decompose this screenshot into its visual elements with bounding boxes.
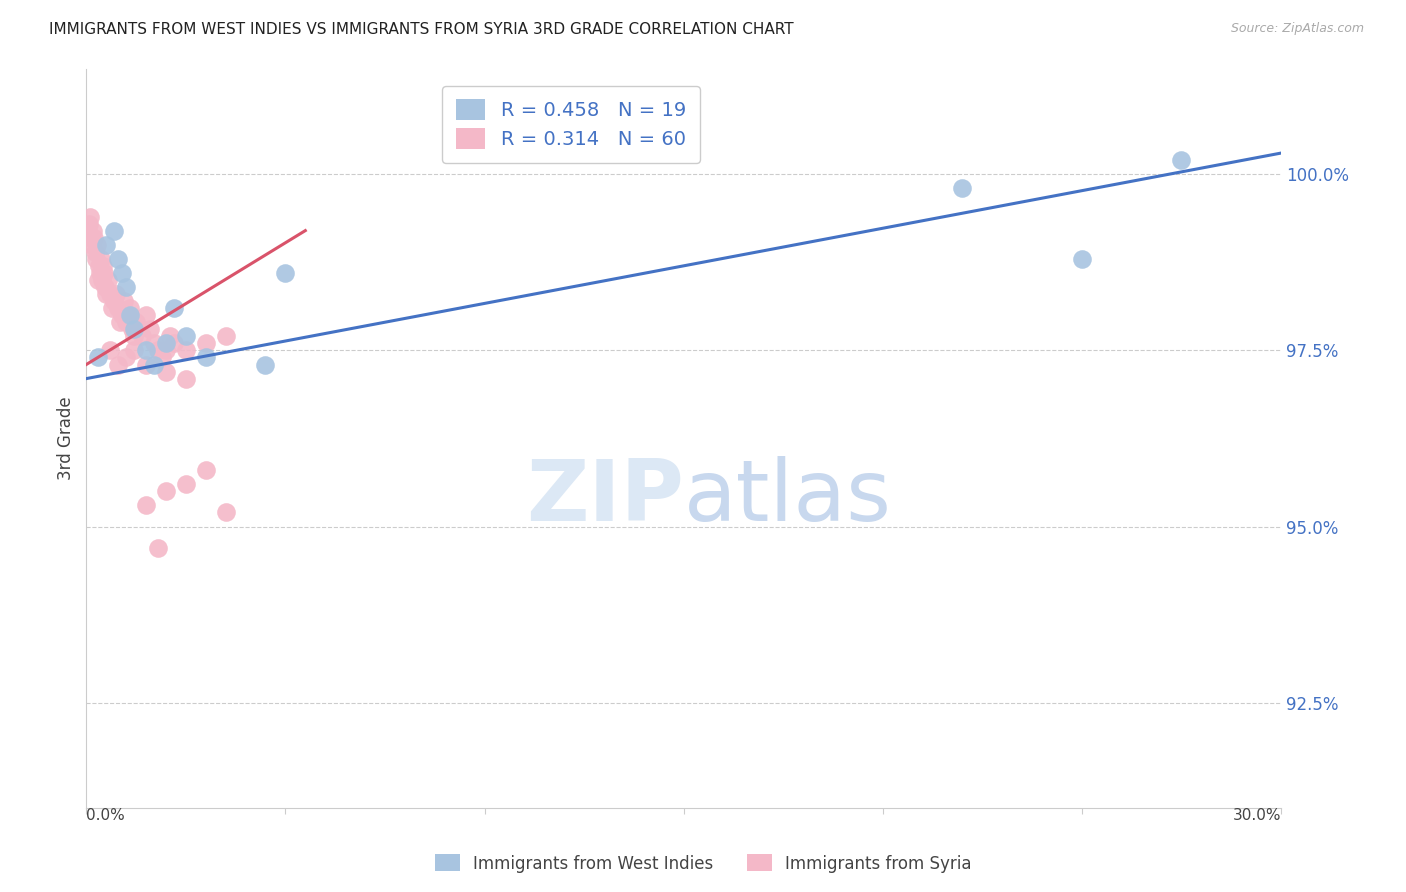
Point	[107, 252, 129, 266]
Point	[155, 365, 177, 379]
Point	[163, 336, 186, 351]
Point	[254, 358, 277, 372]
Point	[174, 329, 197, 343]
Point	[115, 315, 138, 329]
Legend: R = 0.458   N = 19, R = 0.314   N = 60: R = 0.458 N = 19, R = 0.314 N = 60	[443, 86, 700, 163]
Point	[89, 266, 111, 280]
Point	[108, 315, 131, 329]
Text: IMMIGRANTS FROM WEST INDIES VS IMMIGRANTS FROM SYRIA 3RD GRADE CORRELATION CHART: IMMIGRANTS FROM WEST INDIES VS IMMIGRANT…	[49, 22, 794, 37]
Point	[950, 181, 973, 195]
Text: 0.0%: 0.0%	[86, 808, 125, 823]
Text: 30.0%: 30.0%	[1233, 808, 1281, 823]
Point	[98, 287, 121, 301]
Point	[139, 322, 162, 336]
Text: ZIP: ZIP	[526, 456, 683, 539]
Point	[120, 308, 142, 322]
Point	[194, 351, 217, 365]
Point	[87, 259, 110, 273]
Point	[103, 224, 125, 238]
Point	[80, 230, 103, 244]
Point	[84, 252, 107, 266]
Point	[122, 322, 145, 336]
Text: Source: ZipAtlas.com: Source: ZipAtlas.com	[1230, 22, 1364, 36]
Point	[150, 351, 173, 365]
Point	[135, 308, 157, 322]
Point	[125, 315, 148, 329]
Point	[127, 322, 149, 336]
Point	[86, 237, 108, 252]
Point	[87, 273, 110, 287]
Text: atlas: atlas	[683, 456, 891, 539]
Point	[1070, 252, 1092, 266]
Point	[112, 294, 135, 309]
Point	[87, 351, 110, 365]
Point	[135, 343, 157, 358]
Point	[174, 477, 197, 491]
Point	[111, 266, 134, 280]
Point	[83, 230, 105, 244]
Point	[117, 308, 139, 322]
Point	[107, 358, 129, 372]
Point	[91, 259, 114, 273]
Point	[115, 351, 138, 365]
Point	[105, 287, 128, 301]
Point	[77, 224, 100, 238]
Point	[96, 287, 118, 301]
Point	[135, 358, 157, 372]
Point	[143, 336, 166, 351]
Point	[194, 336, 217, 351]
Point	[120, 301, 142, 315]
Point	[84, 244, 107, 259]
Point	[146, 343, 169, 358]
Point	[79, 210, 101, 224]
Point	[103, 294, 125, 309]
Point	[93, 266, 115, 280]
Point	[122, 343, 145, 358]
Point	[101, 301, 124, 315]
Point	[174, 371, 197, 385]
Point	[122, 329, 145, 343]
Point	[135, 499, 157, 513]
Point	[90, 252, 112, 266]
Point	[97, 273, 120, 287]
Point	[159, 329, 181, 343]
Point	[94, 280, 117, 294]
Point	[174, 343, 197, 358]
Point	[79, 217, 101, 231]
Point	[98, 343, 121, 358]
Point	[143, 358, 166, 372]
Point	[121, 322, 143, 336]
Point	[1170, 153, 1192, 168]
Point	[155, 343, 177, 358]
Point	[215, 506, 238, 520]
Point	[274, 266, 297, 280]
Point	[163, 301, 186, 315]
Point	[82, 237, 104, 252]
Point	[91, 273, 114, 287]
Point	[107, 301, 129, 315]
Point	[131, 329, 153, 343]
Point	[215, 329, 238, 343]
Point	[82, 224, 104, 238]
Point	[96, 237, 118, 252]
Point	[155, 336, 177, 351]
Point	[115, 280, 138, 294]
Legend: Immigrants from West Indies, Immigrants from Syria: Immigrants from West Indies, Immigrants …	[427, 847, 979, 880]
Y-axis label: 3rd Grade: 3rd Grade	[58, 397, 75, 480]
Point	[155, 484, 177, 499]
Point	[194, 463, 217, 477]
Point	[111, 308, 134, 322]
Point	[146, 541, 169, 555]
